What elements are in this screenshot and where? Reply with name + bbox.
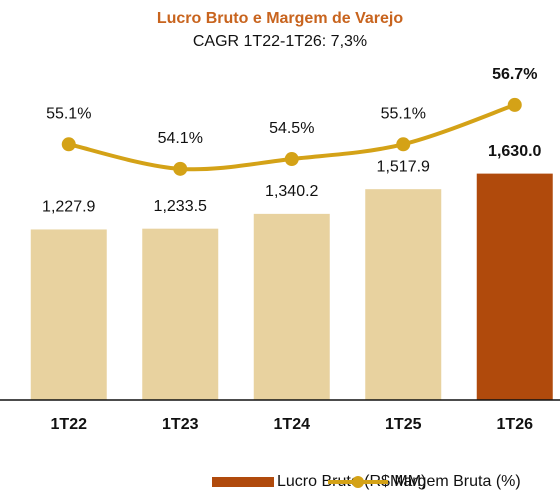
- bar-value-label: 1,227.9: [42, 199, 95, 216]
- bar-value-label: 1,630.0: [488, 143, 541, 160]
- x-tick-label: 1T23: [162, 416, 199, 433]
- bar: [142, 228, 219, 400]
- x-tick-label: 1T24: [274, 416, 311, 433]
- bar: [253, 213, 330, 400]
- legend-label: Margem Bruta (%): [390, 473, 521, 490]
- legend-swatch: [212, 477, 274, 487]
- line-value-label: 54.1%: [158, 130, 203, 147]
- bar-value-label: 1,517.9: [377, 158, 430, 175]
- chart-subtitle: CAGR 1T22-1T26: 7,3%: [193, 33, 367, 50]
- line-value-label: 56.7%: [492, 66, 537, 83]
- legend-swatch: [352, 476, 364, 488]
- line-value-label: 55.1%: [381, 105, 426, 122]
- line-value-label: 54.5%: [269, 120, 314, 137]
- line-marker: [61, 137, 76, 152]
- line-marker: [507, 97, 522, 112]
- bar-value-label: 1,340.2: [265, 183, 318, 200]
- bar: [365, 189, 442, 400]
- x-tick-label: 1T25: [385, 416, 422, 433]
- x-tick-label: 1T22: [51, 416, 88, 433]
- x-tick-label: 1T26: [497, 416, 534, 433]
- line-value-label: 55.1%: [46, 105, 91, 122]
- line-marker: [284, 152, 299, 167]
- bar-value-label: 1,233.5: [154, 198, 207, 215]
- chart-title: Lucro Bruto e Margem de Varejo: [157, 10, 404, 27]
- bar: [30, 229, 107, 400]
- bar: [476, 173, 553, 400]
- line-marker: [396, 137, 411, 152]
- line-marker: [173, 161, 188, 176]
